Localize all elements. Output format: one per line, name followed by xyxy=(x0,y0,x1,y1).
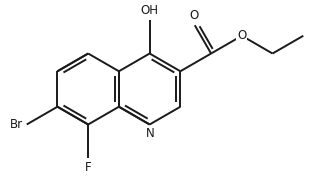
Text: O: O xyxy=(237,29,247,42)
Text: OH: OH xyxy=(141,4,159,17)
Text: F: F xyxy=(85,161,91,174)
Text: Br: Br xyxy=(10,118,23,131)
Text: O: O xyxy=(189,9,198,22)
Text: N: N xyxy=(146,127,155,140)
